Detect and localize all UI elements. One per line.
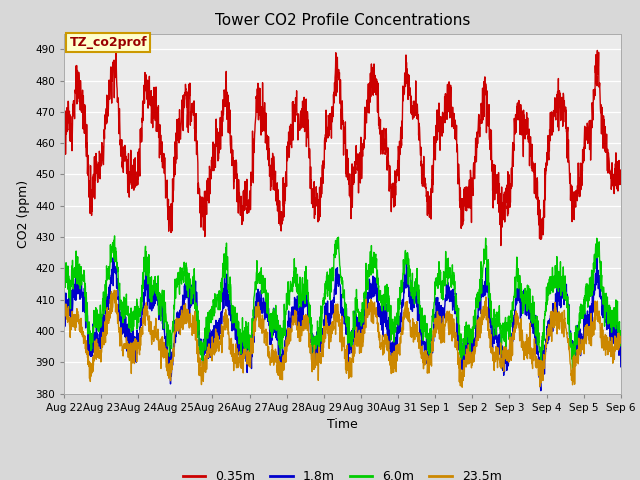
6.0m	[569, 368, 577, 373]
Y-axis label: CO2 (ppm): CO2 (ppm)	[17, 180, 29, 248]
6.0m	[617, 328, 625, 334]
Title: Tower CO2 Profile Concentrations: Tower CO2 Profile Concentrations	[214, 13, 470, 28]
23.5m	[584, 333, 591, 338]
6.0m	[359, 317, 367, 323]
23.5m	[371, 305, 379, 311]
0.35m	[371, 89, 379, 95]
1.8m	[504, 363, 512, 369]
1.8m	[358, 318, 366, 324]
23.5m	[359, 344, 367, 349]
X-axis label: Time: Time	[327, 418, 358, 431]
6.0m	[568, 356, 575, 362]
Line: 23.5m: 23.5m	[64, 290, 621, 387]
6.0m	[371, 253, 379, 259]
23.5m	[617, 340, 625, 346]
23.5m	[568, 369, 576, 374]
23.5m	[458, 384, 466, 390]
23.5m	[60, 319, 68, 325]
0.35m	[497, 243, 505, 249]
23.5m	[111, 288, 118, 293]
6.0m	[584, 284, 591, 290]
6.0m	[216, 302, 223, 308]
0.35m	[216, 144, 223, 150]
Text: TZ_co2prof: TZ_co2prof	[70, 36, 147, 49]
Legend: 0.35m, 1.8m, 6.0m, 23.5m: 0.35m, 1.8m, 6.0m, 23.5m	[178, 465, 507, 480]
1.8m	[60, 324, 68, 330]
1.8m	[584, 312, 591, 318]
6.0m	[111, 233, 118, 239]
0.35m	[584, 124, 591, 130]
0.35m	[568, 219, 576, 225]
Line: 1.8m: 1.8m	[64, 254, 621, 391]
6.0m	[60, 293, 68, 299]
23.5m	[505, 359, 513, 365]
1.8m	[537, 388, 545, 394]
0.35m	[60, 151, 68, 157]
Line: 6.0m: 6.0m	[64, 236, 621, 371]
6.0m	[504, 314, 512, 320]
1.8m	[593, 252, 601, 257]
0.35m	[617, 168, 625, 173]
0.35m	[112, 47, 120, 52]
1.8m	[216, 336, 223, 342]
0.35m	[505, 198, 513, 204]
1.8m	[371, 293, 378, 299]
Line: 0.35m: 0.35m	[64, 49, 621, 246]
1.8m	[568, 346, 575, 351]
1.8m	[617, 364, 625, 370]
23.5m	[216, 338, 223, 344]
0.35m	[359, 154, 367, 159]
